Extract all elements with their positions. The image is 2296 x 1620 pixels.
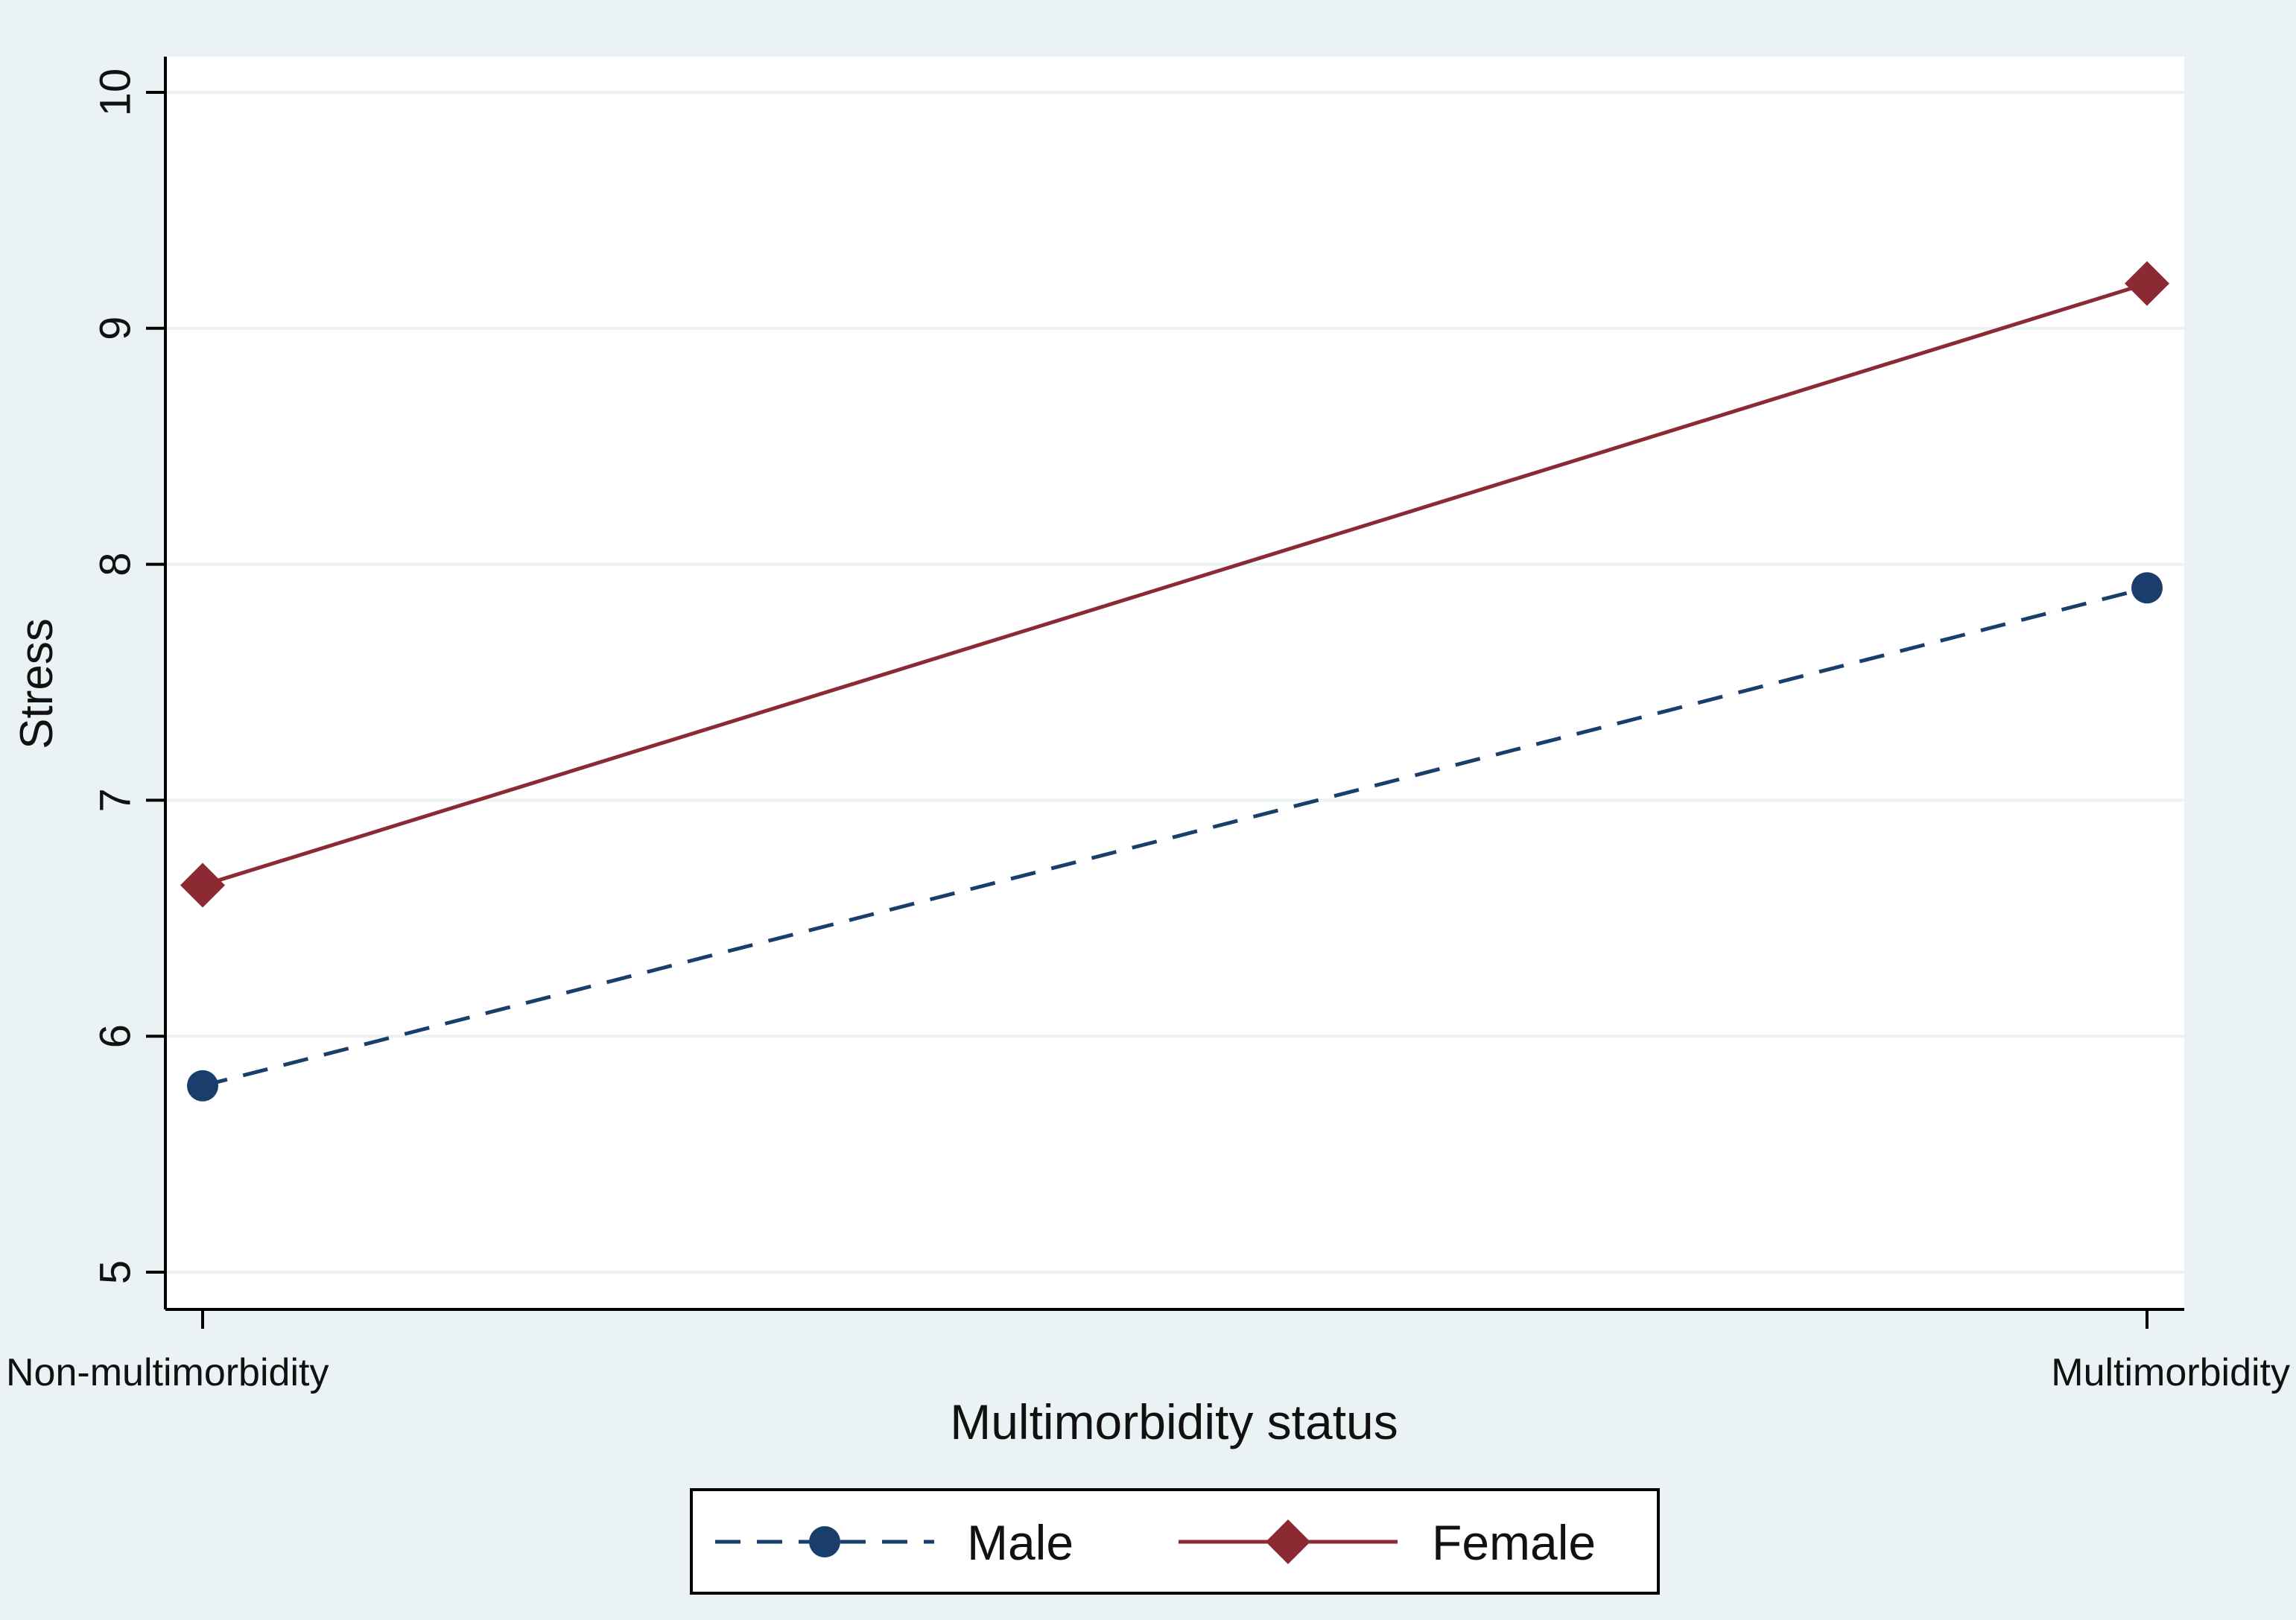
y-tick-label-5: 5 <box>91 1260 139 1284</box>
gridlines <box>165 91 2184 1274</box>
x-axis-ticks: Non-multimorbidity Multimorbidity <box>6 1309 2290 1394</box>
x-tick-label-1: Multimorbidity <box>2051 1351 2290 1394</box>
plot-area <box>165 57 2184 1308</box>
y-tick-label-6: 6 <box>91 1024 139 1048</box>
y-tick-label-7: 7 <box>91 788 139 812</box>
legend-label-male: Male <box>967 1515 1074 1570</box>
legend-label-female: Female <box>1432 1515 1596 1570</box>
legend: Male Female <box>690 1488 1660 1595</box>
y-tick-label-8: 8 <box>91 552 139 576</box>
legend-item-male: Male <box>715 1515 1074 1570</box>
series-male <box>187 572 2163 1102</box>
series-line-female <box>202 282 2148 887</box>
series-female <box>180 261 2169 908</box>
legend-items: Male Female <box>715 1515 1596 1570</box>
legend-item-female: Female <box>1179 1515 1596 1570</box>
y-tick-label-9: 9 <box>91 317 139 340</box>
legend-marker-female <box>1266 1519 1310 1564</box>
x-tick-label-0: Non-multimorbidity <box>6 1351 329 1394</box>
data-point-female-1 <box>2125 261 2169 306</box>
y-axis-ticks: 5 6 7 8 9 10 <box>91 69 165 1284</box>
data-series <box>180 261 2169 1102</box>
x-axis-title: Multimorbidity status <box>950 1394 1398 1449</box>
y-tick-label-10: 10 <box>91 69 139 117</box>
legend-marker-male <box>809 1526 840 1557</box>
data-point-male-0 <box>187 1070 218 1102</box>
series-line-male <box>202 585 2148 1088</box>
y-axis-title: Stress <box>11 618 63 749</box>
data-point-female-0 <box>180 863 225 908</box>
data-point-male-1 <box>2131 572 2163 604</box>
